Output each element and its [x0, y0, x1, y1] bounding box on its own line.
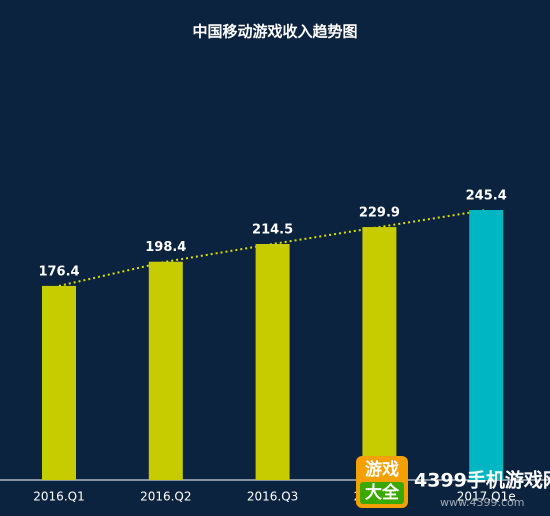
trend-line: [58, 209, 487, 287]
watermark-url: www.4399.com: [440, 496, 524, 509]
badge-text: 游戏: [365, 459, 399, 480]
badge-text: 大全: [365, 482, 400, 503]
bar: [255, 243, 290, 480]
watermark: 游戏 大全 4399手机游戏网 www.4399.com: [356, 456, 550, 509]
plot: 176.4 2016.Q1 198.4 2016.Q2 214.5 2016.Q3 229.…: [33, 189, 515, 504]
bar: [42, 285, 76, 480]
bar: [362, 227, 397, 480]
value-label: 229.9: [359, 206, 400, 221]
chart-title: 中国移动游戏收入趋势图: [192, 23, 357, 41]
value-label: 245.4: [466, 189, 507, 204]
value-label: 214.5: [252, 222, 293, 237]
x-tick-label: 2016.Q3: [247, 490, 298, 504]
value-label: 198.4: [145, 240, 186, 255]
value-label: 176.4: [38, 264, 79, 279]
watermark-site: 4399手机游戏网: [414, 469, 550, 492]
bar: [148, 261, 183, 480]
x-tick-label: 2016.Q1: [33, 490, 84, 504]
badge-bottom: [360, 482, 404, 504]
bar: [469, 210, 504, 480]
x-tick-label: 2017.Q1e: [457, 490, 516, 504]
x-tick-label: 2016.Q2: [140, 490, 191, 504]
